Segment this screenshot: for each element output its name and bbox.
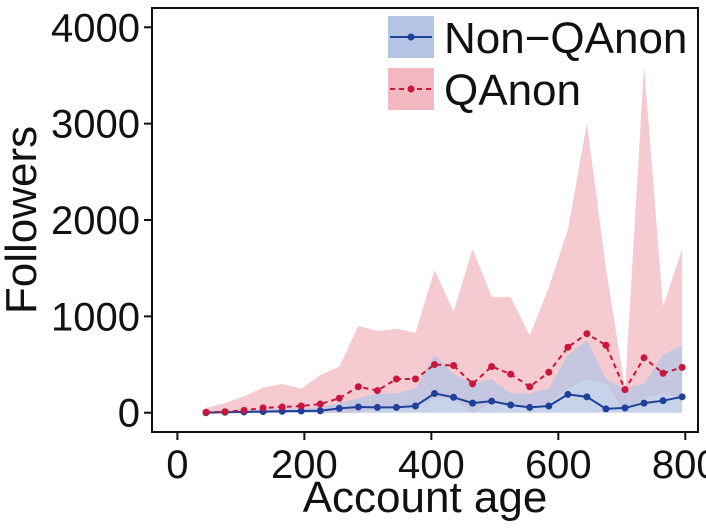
data-point-qanon xyxy=(392,375,400,383)
y-tick-label: 3000 xyxy=(51,103,140,147)
data-point-non-qanon xyxy=(564,390,572,398)
data-point-non-qanon xyxy=(316,407,324,415)
legend-marker-qanon xyxy=(407,85,415,93)
y-axis-ticks: 0 1000 2000 3000 4000 xyxy=(51,6,152,436)
band-qanon xyxy=(205,65,683,413)
x-tick-label: 400 xyxy=(398,443,465,487)
data-point-non-qanon xyxy=(297,407,305,415)
data-point-qanon xyxy=(507,370,515,378)
data-point-non-qanon xyxy=(526,403,534,411)
data-point-non-qanon xyxy=(583,393,591,401)
data-point-qanon xyxy=(564,343,572,351)
legend-marker-non-qanon xyxy=(407,33,415,41)
data-point-non-qanon xyxy=(488,397,496,405)
data-point-qanon xyxy=(583,330,591,338)
x-tick-label: 800 xyxy=(652,443,706,487)
y-axis-label: Followers xyxy=(0,126,46,314)
data-point-qanon xyxy=(640,354,648,362)
data-point-qanon xyxy=(278,403,286,411)
data-point-qanon xyxy=(335,394,343,402)
data-point-non-qanon xyxy=(411,402,419,410)
data-point-qanon xyxy=(602,341,610,349)
data-point-qanon xyxy=(354,383,362,391)
data-point-qanon xyxy=(202,408,210,416)
data-point-non-qanon xyxy=(354,403,362,411)
x-tick-label: 0 xyxy=(166,443,188,487)
y-tick-label: 4000 xyxy=(51,6,140,50)
data-point-qanon xyxy=(221,408,229,416)
series-points xyxy=(202,330,686,417)
data-point-qanon xyxy=(259,404,267,412)
data-point-qanon xyxy=(488,362,496,370)
legend-label-non-qanon: Non−QAnon xyxy=(444,14,687,63)
data-point-qanon xyxy=(450,362,458,370)
series-line-qanon xyxy=(205,332,683,414)
data-point-qanon xyxy=(621,386,629,394)
data-point-non-qanon xyxy=(373,403,381,411)
data-point-non-qanon xyxy=(602,405,610,413)
data-point-non-qanon xyxy=(450,393,458,401)
data-point-non-qanon xyxy=(431,389,439,397)
data-point-qanon xyxy=(240,406,248,414)
data-point-non-qanon xyxy=(678,393,686,401)
data-point-qanon xyxy=(659,369,667,377)
data-point-non-qanon xyxy=(640,399,648,407)
x-axis-ticks: 0 200 400 600 800 xyxy=(166,432,706,487)
y-tick-label: 0 xyxy=(118,392,140,436)
x-axis-label: Account age xyxy=(303,473,548,522)
confidence-bands xyxy=(205,65,683,413)
data-point-non-qanon xyxy=(469,399,477,407)
data-point-qanon xyxy=(545,368,553,376)
data-point-qanon xyxy=(297,402,305,410)
data-point-qanon xyxy=(411,375,419,383)
data-point-non-qanon xyxy=(335,404,343,412)
x-tick-label: 600 xyxy=(525,443,592,487)
data-point-qanon xyxy=(678,363,686,371)
data-point-non-qanon xyxy=(507,401,515,409)
data-point-non-qanon xyxy=(392,403,400,411)
band-non-qanon xyxy=(205,340,683,413)
data-point-non-qanon xyxy=(621,404,629,412)
y-tick-label: 1000 xyxy=(51,295,140,339)
legend-label-qanon: QAnon xyxy=(444,66,581,115)
data-point-non-qanon xyxy=(659,397,667,405)
data-point-non-qanon xyxy=(545,402,553,410)
data-point-qanon xyxy=(316,400,324,408)
data-point-qanon xyxy=(373,387,381,395)
y-tick-label: 2000 xyxy=(51,199,140,243)
data-point-qanon xyxy=(526,383,534,391)
x-tick-label: 200 xyxy=(271,443,338,487)
data-point-qanon xyxy=(431,361,439,369)
data-point-qanon xyxy=(469,380,477,388)
